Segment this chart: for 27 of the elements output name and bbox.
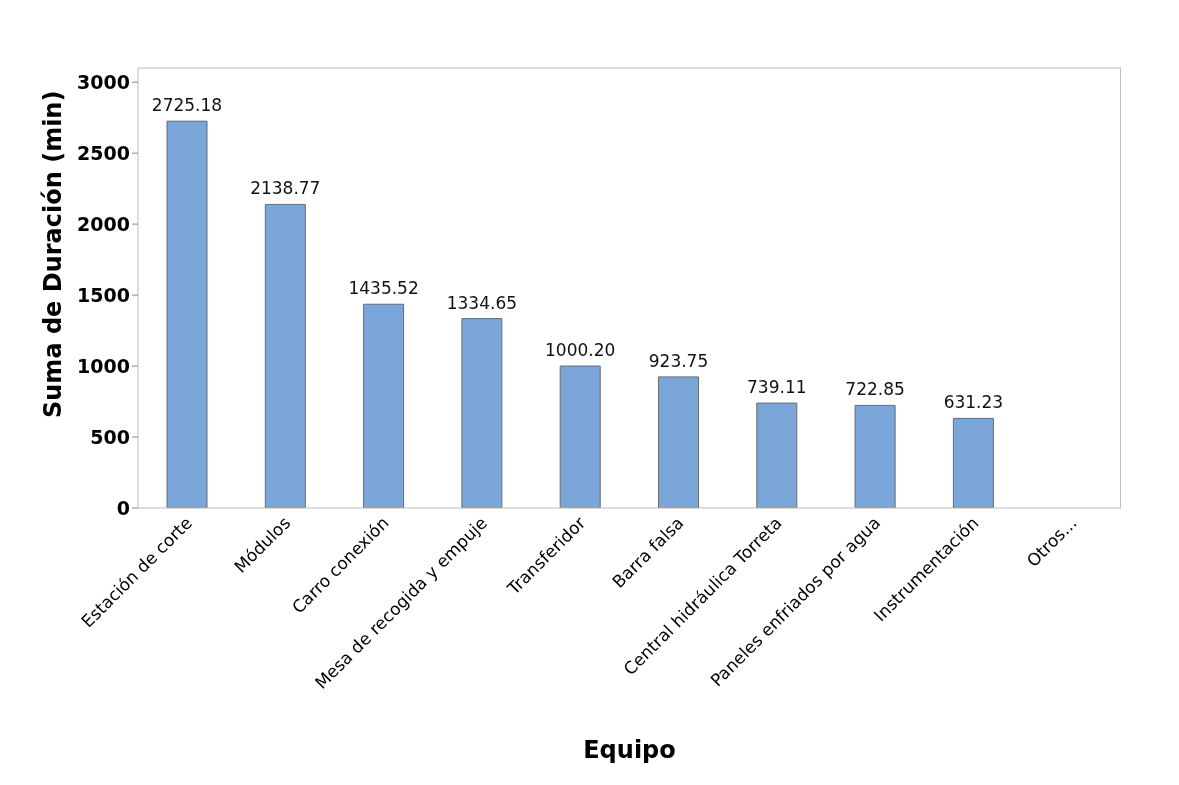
bar: [461, 318, 503, 508]
y-axis-title: Suma de Duración (min): [38, 90, 67, 418]
bar: [363, 303, 405, 508]
y-tick-label: 0: [116, 496, 130, 519]
data-label: 923.75: [648, 350, 709, 371]
y-tick-label: 1500: [77, 283, 130, 306]
data-label: 631.23: [943, 392, 1004, 413]
y-tick-label: 2000: [77, 212, 130, 235]
data-label: 1435.52: [348, 278, 419, 299]
data-label: 722.85: [845, 379, 905, 400]
bar: [658, 376, 699, 508]
bar: [559, 365, 601, 508]
data-label: 2725.18: [151, 95, 223, 116]
bar: [166, 120, 208, 508]
data-label: 1334.65: [446, 292, 518, 313]
y-tick-label: 2500: [77, 141, 130, 164]
y-tick-label: 1000: [77, 354, 130, 377]
data-label: 1000.20: [545, 340, 616, 361]
data-label: 739.11: [747, 377, 807, 398]
bar: [264, 203, 306, 508]
y-tick-label: 3000: [77, 70, 130, 93]
x-axis-title: Equipo: [583, 736, 676, 764]
bar: [952, 417, 994, 508]
y-tick-label: 500: [90, 425, 130, 448]
data-label: 2138.77: [250, 178, 321, 199]
bar: [854, 404, 896, 508]
bar: [756, 402, 798, 508]
